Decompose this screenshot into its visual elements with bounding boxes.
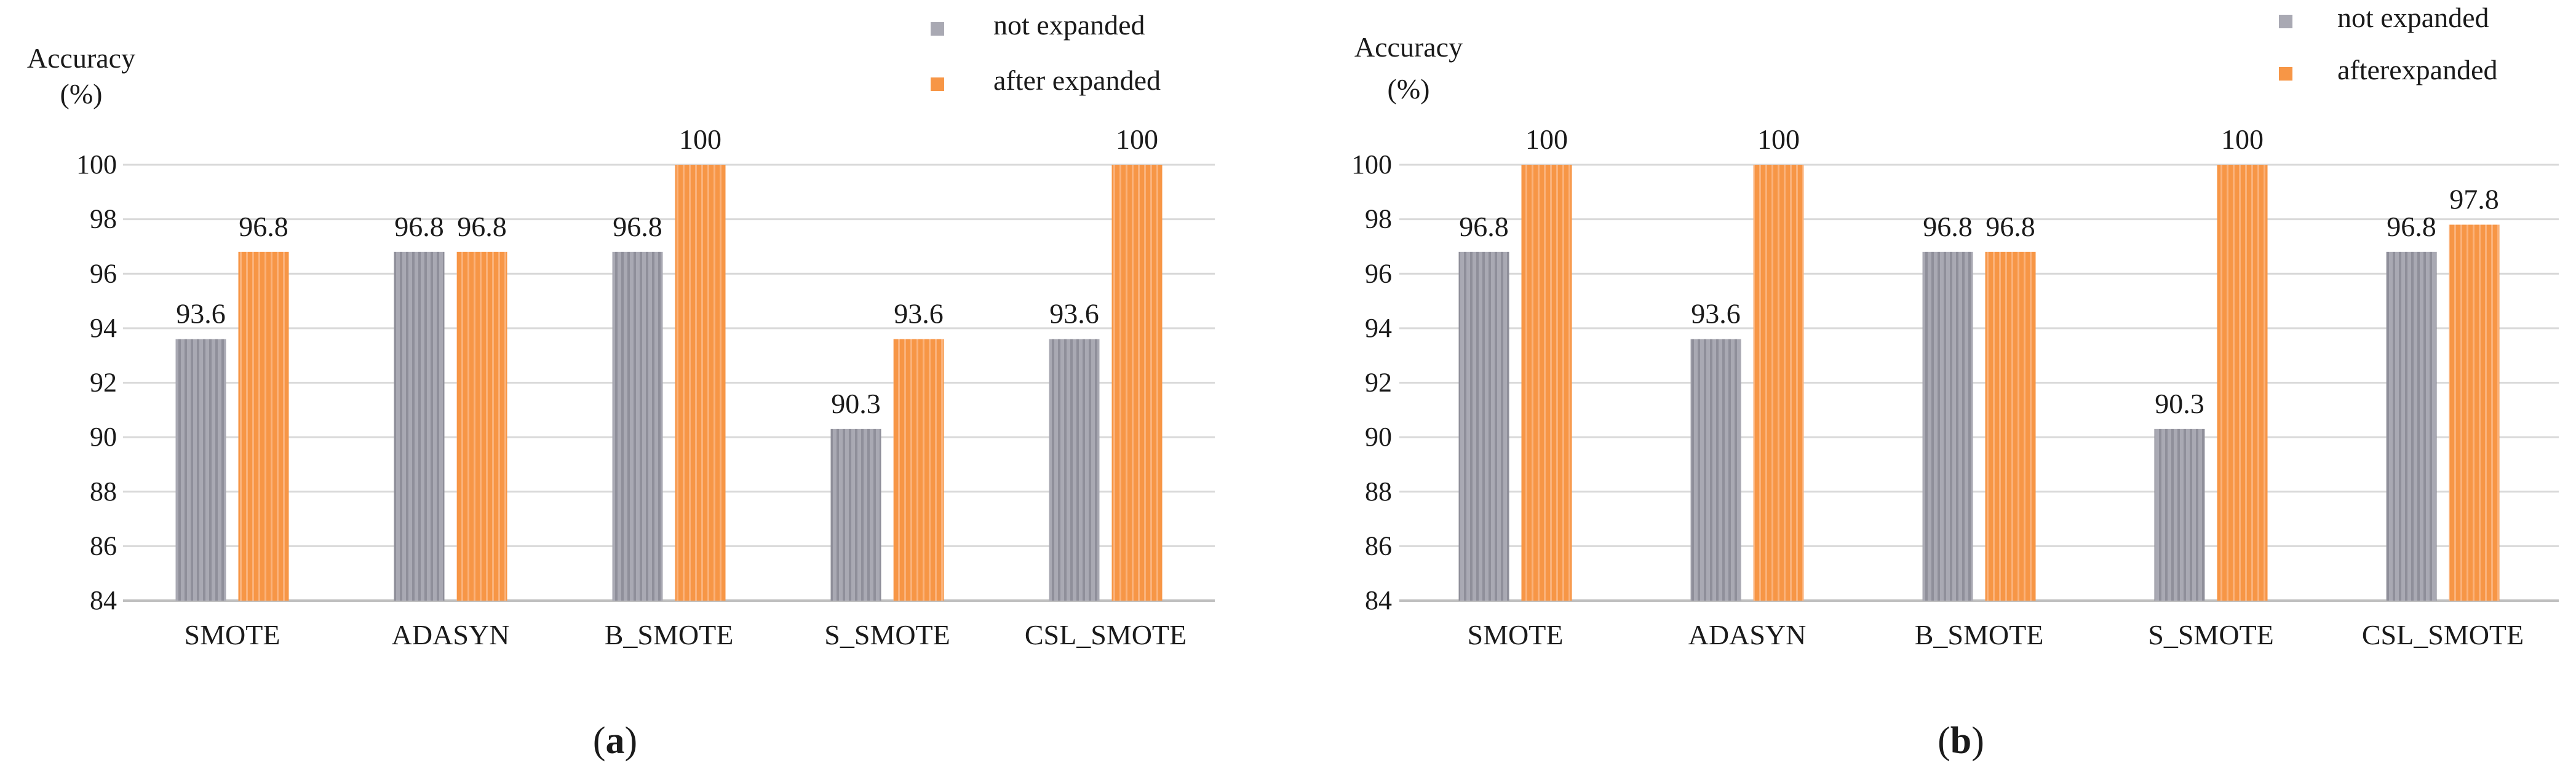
panel-a: 84 86 88 90 92 94 96 98 100 Accuracy (%) 93.6 96.8 SM… xyxy=(27,9,1215,762)
bar-value-label: 96.8 xyxy=(457,211,507,242)
bar-value-label: 96.8 xyxy=(1923,211,1973,242)
legend-swatch-not-expanded xyxy=(2279,15,2292,28)
bar-not-expanded xyxy=(1049,339,1100,601)
bar-value-label: 96.8 xyxy=(239,211,288,242)
y-tick-label: 98 xyxy=(1365,204,1392,234)
y-tick-label: 86 xyxy=(90,531,117,561)
y-tick-label: 100 xyxy=(76,149,117,180)
x-category-label: S_SMOTE xyxy=(824,619,950,650)
y-tick-label: 88 xyxy=(90,476,117,507)
y-tick-label: 92 xyxy=(90,368,117,398)
y-tick-label: 94 xyxy=(1365,313,1392,343)
y-tick-label: 96 xyxy=(90,258,117,288)
legend-label: not expanded xyxy=(2337,2,2489,33)
bar-after-expanded xyxy=(1521,165,1572,601)
bar-not-expanded xyxy=(1458,251,1509,601)
bar-not-expanded xyxy=(612,251,663,601)
legend-swatch-after-expanded xyxy=(931,77,944,91)
bar-value-label: 96.8 xyxy=(1986,211,2035,242)
bar-value-label: 100 xyxy=(679,124,722,155)
y-axis-label: Accuracy xyxy=(1354,31,1463,63)
y-tick-label: 84 xyxy=(90,585,117,615)
bar-value-label: 96.8 xyxy=(394,211,444,242)
bar-after-expanded xyxy=(1985,251,2036,601)
legend-swatch-after-expanded xyxy=(2279,67,2292,81)
bar-after-expanded xyxy=(893,339,944,601)
bar-value-label: 93.6 xyxy=(1049,298,1099,330)
panel-label: (b) xyxy=(1938,720,1984,762)
y-tick-label: 84 xyxy=(1365,585,1392,615)
y-tick-label: 90 xyxy=(90,422,117,452)
bar-value-label: 93.6 xyxy=(176,298,226,330)
x-category-label: S_SMOTE xyxy=(2148,619,2273,650)
bar-value-label: 100 xyxy=(1116,124,1158,155)
y-tick-label: 100 xyxy=(1351,149,1392,180)
legend-label: not expanded xyxy=(993,9,1145,41)
x-category-label: ADASYN xyxy=(392,619,510,650)
bar-after-expanded xyxy=(675,165,726,601)
legend-label: after expanded xyxy=(993,65,1161,96)
x-category-label: B_SMOTE xyxy=(1915,619,2044,650)
x-category-label: CSL_SMOTE xyxy=(2362,619,2524,650)
bar-after-expanded xyxy=(1753,165,1804,601)
y-tick-label: 94 xyxy=(90,313,117,343)
bar-value-label: 96.8 xyxy=(2387,211,2436,242)
x-category-label: SMOTE xyxy=(185,619,280,650)
y-tick-label: 98 xyxy=(90,204,117,234)
bar-value-label: 90.3 xyxy=(831,388,881,419)
bar-value-label: 96.8 xyxy=(1459,211,1509,242)
bar-after-expanded xyxy=(238,251,289,601)
bar-not-expanded xyxy=(830,429,881,601)
bar-value-label: 96.8 xyxy=(613,211,662,242)
legend-swatch-not-expanded xyxy=(931,22,944,36)
x-category-label: B_SMOTE xyxy=(605,619,734,650)
bar-value-label: 97.8 xyxy=(2449,183,2499,215)
bar-not-expanded xyxy=(1690,339,1741,601)
x-category-label: CSL_SMOTE xyxy=(1025,619,1187,650)
bar-value-label: 100 xyxy=(1757,124,1800,155)
y-tick-label: 90 xyxy=(1365,422,1392,452)
bar-value-label: 100 xyxy=(2221,124,2264,155)
bar-after-expanded xyxy=(2217,165,2268,601)
bar-value-label: 93.6 xyxy=(1691,298,1741,330)
bar-not-expanded xyxy=(175,339,226,601)
y-axis-unit-label: (%) xyxy=(60,78,103,109)
panel-b: 84 86 88 90 92 94 96 98 100 Accuracy (%) 96.8 100 SMO… xyxy=(1351,2,2559,762)
y-axis-unit-label: (%) xyxy=(1388,73,1430,105)
panel-label: (a) xyxy=(593,720,637,762)
bar-not-expanded xyxy=(1922,251,1973,601)
y-tick-label: 92 xyxy=(1365,368,1392,398)
x-category-label: ADASYN xyxy=(1688,619,1807,650)
bar-value-label: 100 xyxy=(1525,124,1568,155)
bar-not-expanded xyxy=(2386,251,2437,601)
legend-label: afterexpanded xyxy=(2337,54,2498,85)
y-axis-label: Accuracy xyxy=(27,42,135,74)
y-tick-label: 96 xyxy=(1365,258,1392,288)
y-tick-label: 88 xyxy=(1365,476,1392,507)
y-tick-label: 86 xyxy=(1365,531,1392,561)
bar-after-expanded xyxy=(1111,165,1163,601)
bar-value-label: 90.3 xyxy=(2155,388,2204,419)
bar-not-expanded xyxy=(394,251,445,601)
bar-not-expanded xyxy=(2154,429,2205,601)
bar-after-expanded xyxy=(2449,224,2500,601)
bar-value-label: 93.6 xyxy=(894,298,944,330)
x-category-label: SMOTE xyxy=(1468,619,1564,650)
bar-after-expanded xyxy=(456,251,507,601)
